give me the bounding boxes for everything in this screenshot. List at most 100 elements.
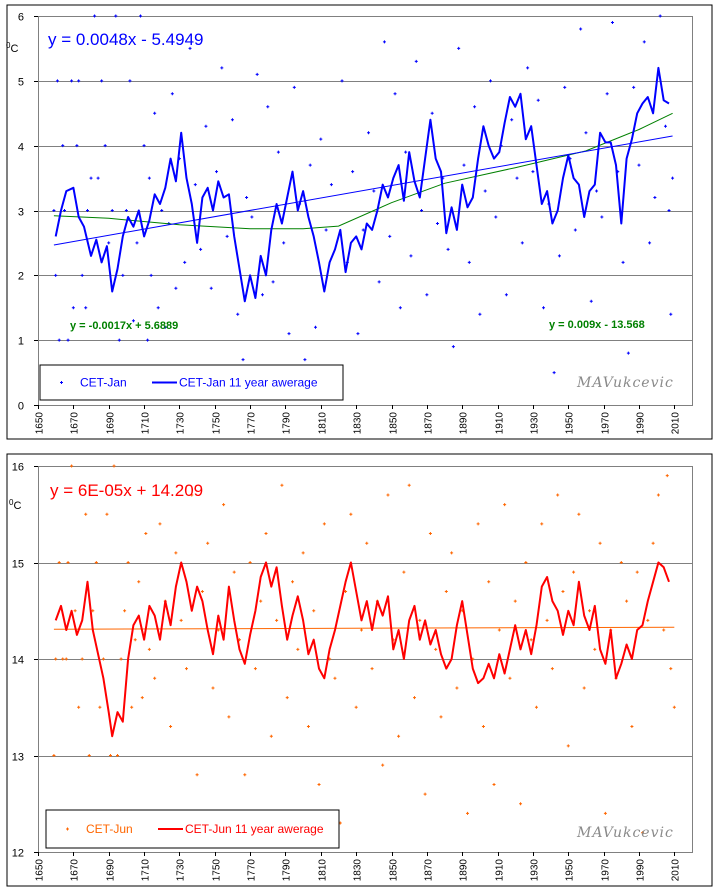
x-tick-label: 1710	[141, 412, 152, 435]
data-point	[61, 144, 65, 148]
x-tick-label: 1670	[70, 412, 81, 435]
data-point	[319, 137, 323, 141]
data-point	[112, 464, 116, 468]
data-point	[349, 512, 353, 516]
plot-area	[38, 16, 693, 406]
data-point	[630, 725, 634, 729]
data-point	[80, 657, 84, 661]
data-point	[625, 599, 629, 603]
x-tick-label: 1970	[601, 859, 612, 882]
data-point	[531, 170, 535, 174]
data-point	[672, 705, 676, 709]
data-point	[414, 59, 418, 63]
data-point	[280, 483, 284, 487]
data-point	[412, 696, 416, 700]
x-tick-label: 1870	[424, 412, 435, 435]
data-point	[84, 306, 88, 310]
data-point	[190, 493, 194, 497]
data-point	[174, 551, 178, 555]
data-point	[434, 647, 438, 651]
poly-trend-line	[53, 112, 673, 230]
data-point	[57, 338, 61, 342]
data-point	[250, 215, 254, 219]
data-point	[545, 618, 549, 622]
data-point	[610, 20, 614, 24]
data-point	[266, 105, 270, 109]
y-tick-label: 5	[18, 77, 24, 89]
data-point	[582, 686, 586, 690]
x-tick-label: 1790	[282, 859, 293, 882]
x-tick-label: 1690	[106, 412, 117, 435]
data-point	[312, 609, 316, 613]
data-point	[259, 599, 263, 603]
data-point	[130, 705, 134, 709]
data-point	[648, 241, 652, 245]
data-point	[520, 241, 524, 245]
data-point	[329, 183, 333, 187]
data-point	[404, 150, 408, 154]
data-point	[260, 293, 264, 297]
data-point	[418, 618, 422, 622]
data-point	[519, 802, 523, 806]
data-point	[473, 105, 477, 109]
data-point	[669, 667, 673, 671]
data-point	[626, 351, 630, 355]
data-point	[209, 286, 213, 290]
data-point	[147, 647, 151, 651]
data-point	[605, 92, 609, 96]
data-point	[91, 609, 95, 613]
data-point	[227, 715, 231, 719]
data-point	[193, 183, 197, 187]
average-line	[54, 66, 670, 303]
legend-box	[45, 809, 340, 849]
gridlines	[38, 563, 692, 757]
data-point	[651, 541, 655, 545]
x-tick-label: 1770	[247, 412, 258, 435]
y-tick-label: 15	[12, 559, 24, 571]
data-point	[87, 754, 91, 757]
data-point	[557, 254, 561, 258]
data-point	[361, 228, 365, 232]
data-point	[71, 306, 75, 310]
data-point	[451, 345, 455, 349]
data-point	[446, 247, 450, 251]
data-point	[199, 247, 203, 251]
data-point	[84, 512, 88, 516]
trend-equation: y = 0.0048x - 5.4949	[48, 30, 203, 49]
data-point	[195, 773, 199, 777]
x-tick-label: 1830	[353, 859, 364, 882]
data-point	[435, 221, 439, 225]
data-point	[54, 273, 58, 277]
data-point	[487, 580, 491, 584]
author-watermark: MAVukcevic	[576, 825, 674, 841]
data-point	[75, 144, 79, 148]
data-point	[370, 667, 374, 671]
data-point	[116, 754, 120, 757]
x-tick-label: 1710	[141, 859, 152, 882]
data-point	[85, 209, 89, 212]
data-point	[635, 570, 639, 574]
x-tick-label: 1930	[530, 859, 541, 882]
data-point	[160, 209, 164, 212]
data-point	[542, 306, 546, 310]
data-point	[671, 176, 675, 180]
data-point	[117, 338, 121, 342]
data-point	[662, 628, 666, 632]
data-point	[183, 260, 187, 264]
data-point	[93, 14, 97, 18]
data-point	[409, 254, 413, 258]
data-point	[119, 657, 123, 661]
data-point	[488, 79, 492, 83]
x-tick-label: 1870	[424, 859, 435, 882]
jun-chart: 12 13 14 15 16 1650 1670 1690 1710 1730 1750 1770 17…	[6, 453, 713, 887]
data-point	[494, 215, 498, 219]
data-point	[388, 234, 392, 238]
data-point	[372, 189, 376, 193]
data-point	[386, 493, 390, 497]
data-point	[510, 118, 514, 122]
data-point	[344, 589, 348, 593]
y-tick-label: 2	[18, 271, 24, 283]
x-tick-label: 1790	[282, 412, 293, 435]
data-point	[222, 503, 226, 507]
x-tick-label: 1850	[389, 412, 400, 435]
